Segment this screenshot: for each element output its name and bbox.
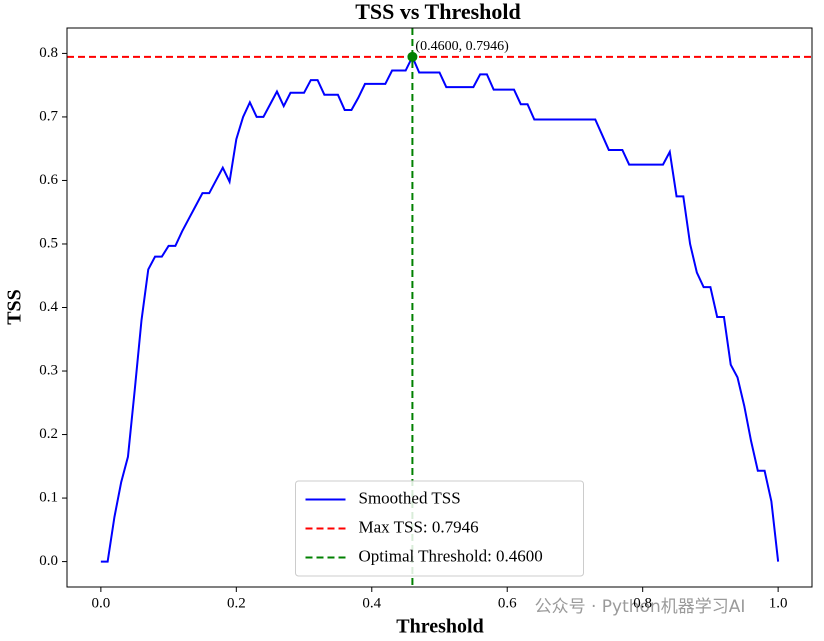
y-tick-label: 0.3 <box>39 362 58 378</box>
tss-line <box>100 54 780 563</box>
plot-frame <box>66 27 813 588</box>
y-tick-label: 0.2 <box>39 426 58 442</box>
legend-label: Optimal Threshold: 0.4600 <box>359 546 543 565</box>
annotation: (0.4600, 0.7946) <box>415 39 509 54</box>
y-tick-label: 0.6 <box>39 172 58 188</box>
watermark: 公众号 · Python机器学习AI <box>535 597 746 617</box>
y-tick-label: 0.0 <box>39 553 58 569</box>
x-tick-label: 0.4 <box>362 595 381 611</box>
legend-label: Smoothed TSS <box>359 488 461 507</box>
y-tick-label: 0.5 <box>39 235 58 251</box>
y-tick-label: 0.7 <box>39 108 58 124</box>
y-tick-label: 0.8 <box>39 45 58 61</box>
y-axis-label: TSS <box>4 289 26 325</box>
optimal-point <box>407 51 418 62</box>
legend-box <box>295 480 584 577</box>
x-tick-label: 0.2 <box>227 595 246 611</box>
x-tick-label: 0.6 <box>498 595 517 611</box>
x-tick-label: 0.8 <box>633 595 652 611</box>
chart-title: TSS vs Threshold <box>355 0 521 24</box>
x-axis-label: Threshold <box>396 616 483 638</box>
legend-label: Max TSS: 0.7946 <box>359 517 479 536</box>
x-tick-label: 1.0 <box>769 595 788 611</box>
y-tick-label: 0.4 <box>39 299 58 315</box>
y-tick-label: 0.1 <box>39 490 58 506</box>
x-tick-label: 0.0 <box>91 595 110 611</box>
